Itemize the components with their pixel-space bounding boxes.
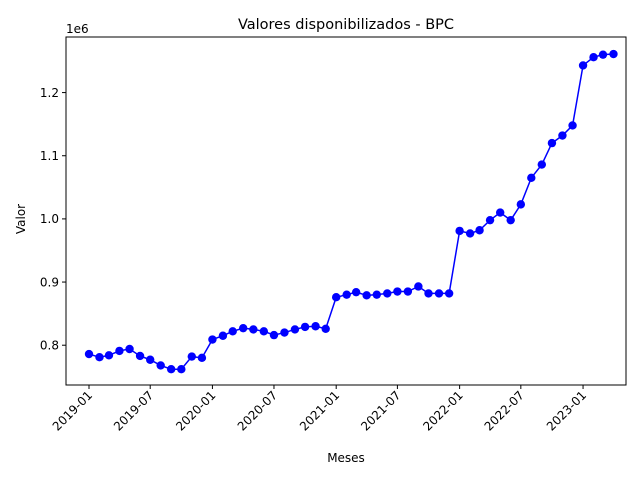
data-point — [383, 289, 392, 298]
data-point — [259, 327, 269, 336]
x-tick-label: 2021-07 — [358, 388, 403, 433]
data-point — [84, 349, 94, 359]
data-point — [249, 325, 258, 334]
data-point — [104, 351, 114, 360]
data-point — [434, 289, 444, 298]
data-point — [187, 352, 196, 361]
data-point — [331, 293, 341, 302]
data-point — [115, 346, 124, 356]
data-point — [156, 361, 165, 370]
data-point — [403, 287, 413, 296]
data-point — [269, 330, 279, 340]
data-point — [280, 328, 289, 337]
data-point — [506, 215, 515, 225]
data-point — [393, 287, 402, 296]
data-point — [351, 287, 361, 297]
y-tick-label: 0.8 — [40, 339, 59, 353]
plot-frame — [65, 36, 627, 386]
y-tick-label: 1.0 — [40, 212, 59, 226]
data-point — [455, 226, 464, 236]
data-point — [414, 282, 423, 291]
data-point — [578, 61, 588, 70]
y-axis-label: Valor — [14, 204, 28, 234]
data-point — [208, 335, 217, 344]
data-point — [372, 290, 381, 299]
data-point — [228, 327, 237, 336]
data-point — [527, 173, 536, 183]
y-offset-label: 1e6 — [66, 22, 89, 36]
y-axis: 0.8 0.9 1.0 1.1 1.2 — [40, 86, 66, 353]
y-tick-label: 1.1 — [40, 149, 59, 163]
data-point — [424, 289, 433, 298]
data-point — [321, 324, 330, 333]
data-point — [496, 208, 505, 217]
x-tick-label: 2023-01 — [544, 388, 589, 433]
data-point — [146, 355, 155, 364]
data-point — [362, 291, 371, 300]
data-point — [290, 325, 300, 334]
data-point — [558, 131, 567, 140]
data-point — [95, 353, 104, 362]
data-point — [300, 322, 310, 332]
data-point — [311, 322, 320, 331]
x-tick-label: 2019-01 — [50, 388, 95, 433]
data-point — [342, 290, 351, 299]
series-line — [88, 53, 614, 370]
data-point — [218, 331, 228, 340]
data-point — [166, 365, 176, 374]
x-axis: 2019-01 2019-07 2020-01 2020-07 2021-01 2021-… — [50, 385, 589, 434]
data-point — [475, 226, 484, 235]
data-point — [135, 351, 145, 361]
data-point — [239, 323, 248, 333]
x-tick-label: 2022-07 — [482, 388, 527, 433]
data-point — [177, 365, 186, 374]
data-point — [598, 50, 608, 59]
data-point — [609, 49, 618, 59]
data-point — [537, 160, 546, 169]
data-point — [516, 200, 526, 209]
y-tick-label: 1.2 — [40, 86, 59, 100]
x-tick-label: 2022-01 — [420, 388, 465, 433]
chart-title: Valores disponibilizados - BPC — [238, 17, 454, 33]
x-tick-label: 2019-07 — [111, 388, 156, 433]
x-tick-label: 2020-07 — [235, 388, 280, 433]
series-layer — [84, 49, 618, 374]
data-point — [485, 215, 495, 225]
data-point — [547, 138, 557, 148]
data-point — [568, 121, 577, 130]
y-tick-label: 0.9 — [40, 275, 59, 289]
data-point — [444, 289, 454, 298]
x-axis-label: Meses — [327, 451, 365, 465]
x-tick-label: 2020-01 — [173, 388, 218, 433]
data-point — [465, 229, 475, 238]
x-tick-label: 2021-01 — [297, 388, 342, 433]
data-point — [125, 344, 134, 354]
data-point — [197, 353, 207, 363]
data-point — [589, 53, 598, 62]
